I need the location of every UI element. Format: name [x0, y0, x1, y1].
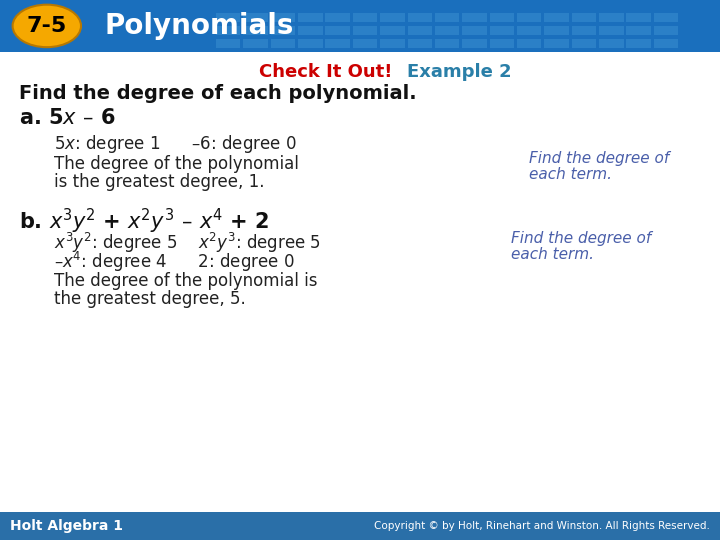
FancyBboxPatch shape — [626, 13, 651, 22]
FancyBboxPatch shape — [298, 39, 323, 48]
Text: is the greatest degree, 1.: is the greatest degree, 1. — [54, 173, 264, 191]
Ellipse shape — [13, 5, 81, 47]
FancyBboxPatch shape — [0, 512, 720, 540]
Text: b. $\mathit{x}^3\mathit{y}^2$ + $\mathit{x}^2\mathit{y}^3$ – $\mathit{x}^4$ + 2: b. $\mathit{x}^3\mathit{y}^2$ + $\mathit… — [19, 207, 269, 236]
Text: –$\mathit{x}^4$: degree 4      2: degree 0: –$\mathit{x}^4$: degree 4 2: degree 0 — [54, 249, 294, 274]
Text: Find the degree of: Find the degree of — [529, 151, 670, 166]
FancyBboxPatch shape — [325, 26, 350, 35]
FancyBboxPatch shape — [243, 26, 268, 35]
FancyBboxPatch shape — [353, 26, 377, 35]
FancyBboxPatch shape — [298, 13, 323, 22]
FancyBboxPatch shape — [435, 39, 459, 48]
Text: Example 2: Example 2 — [407, 63, 511, 81]
Text: The degree of the polynomial is: The degree of the polynomial is — [54, 272, 318, 290]
FancyBboxPatch shape — [490, 39, 514, 48]
FancyBboxPatch shape — [462, 39, 487, 48]
FancyBboxPatch shape — [599, 13, 624, 22]
Text: Holt Algebra 1: Holt Algebra 1 — [10, 519, 123, 533]
Text: each term.: each term. — [529, 167, 612, 183]
Text: The degree of the polynomial: The degree of the polynomial — [54, 155, 299, 173]
FancyBboxPatch shape — [544, 26, 569, 35]
FancyBboxPatch shape — [544, 13, 569, 22]
Text: Find the degree of: Find the degree of — [511, 231, 652, 246]
FancyBboxPatch shape — [462, 13, 487, 22]
Text: the greatest degree, 5.: the greatest degree, 5. — [54, 290, 246, 308]
FancyBboxPatch shape — [216, 13, 240, 22]
FancyBboxPatch shape — [271, 13, 295, 22]
FancyBboxPatch shape — [271, 26, 295, 35]
Text: Copyright © by Holt, Rinehart and Winston. All Rights Reserved.: Copyright © by Holt, Rinehart and Winsto… — [374, 521, 710, 531]
FancyBboxPatch shape — [654, 26, 678, 35]
FancyBboxPatch shape — [380, 39, 405, 48]
FancyBboxPatch shape — [654, 13, 678, 22]
FancyBboxPatch shape — [490, 26, 514, 35]
FancyBboxPatch shape — [243, 13, 268, 22]
FancyBboxPatch shape — [216, 39, 240, 48]
Text: Check It Out!: Check It Out! — [259, 63, 392, 81]
FancyBboxPatch shape — [435, 13, 459, 22]
Text: Polynomials: Polynomials — [104, 12, 294, 40]
FancyBboxPatch shape — [271, 39, 295, 48]
FancyBboxPatch shape — [435, 26, 459, 35]
FancyBboxPatch shape — [243, 39, 268, 48]
FancyBboxPatch shape — [408, 13, 432, 22]
FancyBboxPatch shape — [298, 26, 323, 35]
FancyBboxPatch shape — [0, 0, 720, 52]
FancyBboxPatch shape — [654, 39, 678, 48]
FancyBboxPatch shape — [572, 13, 596, 22]
Text: $\mathit{x}^3\mathit{y}^2$: degree 5    $\mathit{x}^2\mathit{y}^3$: degree 5: $\mathit{x}^3\mathit{y}^2$: degree 5 $\m… — [54, 231, 321, 255]
FancyBboxPatch shape — [408, 26, 432, 35]
FancyBboxPatch shape — [572, 26, 596, 35]
FancyBboxPatch shape — [462, 26, 487, 35]
FancyBboxPatch shape — [517, 39, 541, 48]
FancyBboxPatch shape — [216, 26, 240, 35]
Text: 5$\it{x}$: degree 1      –6: degree 0: 5$\it{x}$: degree 1 –6: degree 0 — [54, 133, 297, 155]
FancyBboxPatch shape — [408, 39, 432, 48]
FancyBboxPatch shape — [380, 26, 405, 35]
Text: Find the degree of each polynomial.: Find the degree of each polynomial. — [19, 84, 416, 103]
Text: each term.: each term. — [511, 247, 594, 262]
FancyBboxPatch shape — [517, 26, 541, 35]
FancyBboxPatch shape — [325, 13, 350, 22]
FancyBboxPatch shape — [544, 39, 569, 48]
FancyBboxPatch shape — [626, 26, 651, 35]
FancyBboxPatch shape — [517, 13, 541, 22]
FancyBboxPatch shape — [572, 39, 596, 48]
FancyBboxPatch shape — [325, 39, 350, 48]
FancyBboxPatch shape — [626, 39, 651, 48]
FancyBboxPatch shape — [490, 13, 514, 22]
FancyBboxPatch shape — [380, 13, 405, 22]
FancyBboxPatch shape — [599, 39, 624, 48]
Text: a. 5$\it{x}$ – 6: a. 5$\it{x}$ – 6 — [19, 108, 115, 128]
FancyBboxPatch shape — [353, 13, 377, 22]
FancyBboxPatch shape — [353, 39, 377, 48]
FancyBboxPatch shape — [599, 26, 624, 35]
Text: 7-5: 7-5 — [27, 16, 67, 36]
